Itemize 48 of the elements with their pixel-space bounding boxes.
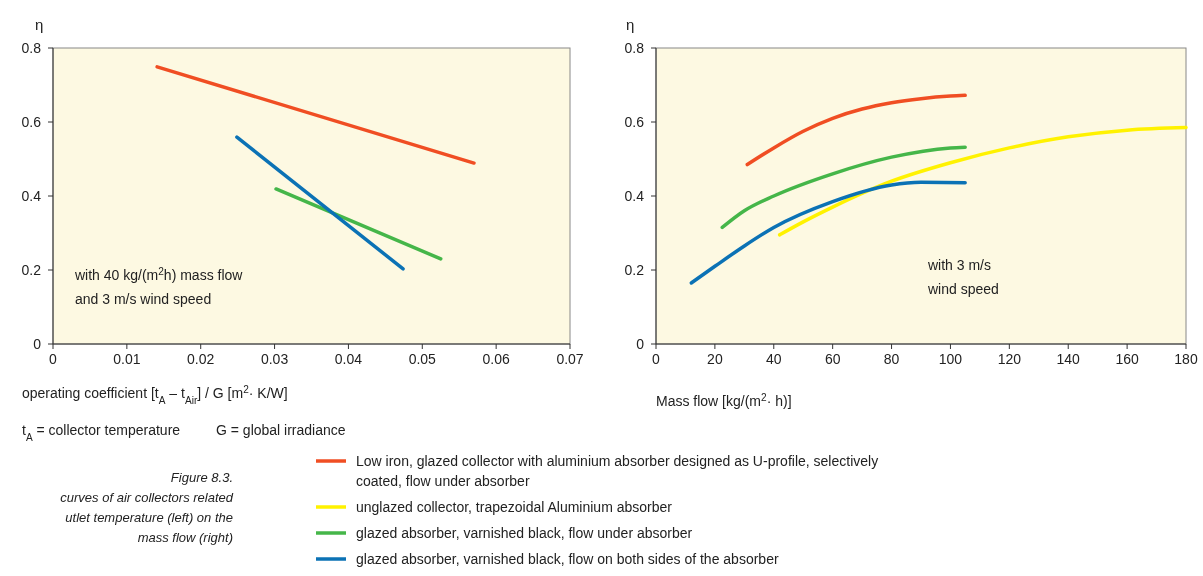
x-tick-label: 20: [707, 351, 723, 367]
text: t$_{A}$ = collector temperature: [22, 422, 181, 443]
text: G = global irradiance: [216, 422, 346, 438]
y-tick-label: 0.4: [21, 188, 42, 204]
legend-label: glazed absorber, varnished black, flow on both sides of the absorber: [356, 551, 779, 567]
line-series: [777, 125, 1188, 237]
y-tick-label: 0.4: [624, 188, 645, 204]
y-tick-label: 0: [636, 336, 645, 352]
x-tick-label: 0.02: [187, 351, 215, 367]
line-series: [745, 93, 967, 167]
annotation: with 40 kg/(m$^{2}$h) mass flow and 3 m/s wind speed: [74, 265, 244, 307]
x-tick-label: 100: [938, 351, 963, 367]
y-tick-label: 0.8: [21, 40, 42, 56]
line-series: [689, 180, 967, 285]
legend-label: unglazed collector, trapezoidal Aluminium absorber: [356, 499, 673, 515]
text: mass flow (right): [137, 530, 233, 545]
x-tick-label: 0: [49, 351, 58, 367]
x-tick-label: 0.06: [482, 351, 510, 367]
y-tick-label: 0.6: [21, 114, 42, 130]
x-tick-label: 0.01: [113, 351, 141, 367]
x-tick-label: 0.05: [408, 351, 437, 367]
x-tick-label: 80: [883, 351, 900, 367]
x-tick-label: 60: [824, 351, 841, 367]
y-tick-label: 0: [33, 336, 42, 352]
legend-label: Low iron, glazed collector with aluminium absorber designed as U-profile, selectively coated, flow under absorber: [356, 453, 879, 489]
x-tick-label: 0: [652, 351, 661, 367]
x-tick-label: 0.07: [556, 351, 584, 367]
legend-label: glazed absorber, varnished black, flow under absorber: [356, 525, 693, 541]
x-tick-label: 140: [1056, 351, 1081, 367]
y-tick-label: 0.8: [624, 40, 645, 56]
x-tick-label: 120: [997, 351, 1022, 367]
caption: Figure 8.3.: [170, 470, 233, 485]
x-axis-title: Mass flow [kg/(m$^{2}$· h)]: [656, 391, 792, 409]
y-axis-title: η: [626, 16, 635, 33]
y-tick-label: 0.2: [624, 262, 645, 278]
x-tick-label: 180: [1174, 351, 1198, 367]
text: utlet temperature (left) on the: [65, 510, 233, 525]
x-tick-label: 160: [1115, 351, 1139, 367]
x-tick-label: 0.04: [334, 351, 363, 367]
x-axis-title: operating coefficient [t$_{A}$ – t$_{Air}$] / G [m$^{2}$· K/W]: [22, 383, 288, 406]
x-tick-label: 0.03: [260, 351, 289, 367]
y-tick-label: 0.6: [624, 114, 645, 130]
x-tick-label: 40: [765, 351, 782, 367]
y-tick-label: 0.2: [21, 262, 42, 278]
annotation: with 3 m/s wind speed: [927, 257, 999, 297]
text: curves of air collectors related: [60, 490, 234, 505]
line-series: [720, 145, 967, 230]
y-axis-title: η: [35, 16, 44, 33]
